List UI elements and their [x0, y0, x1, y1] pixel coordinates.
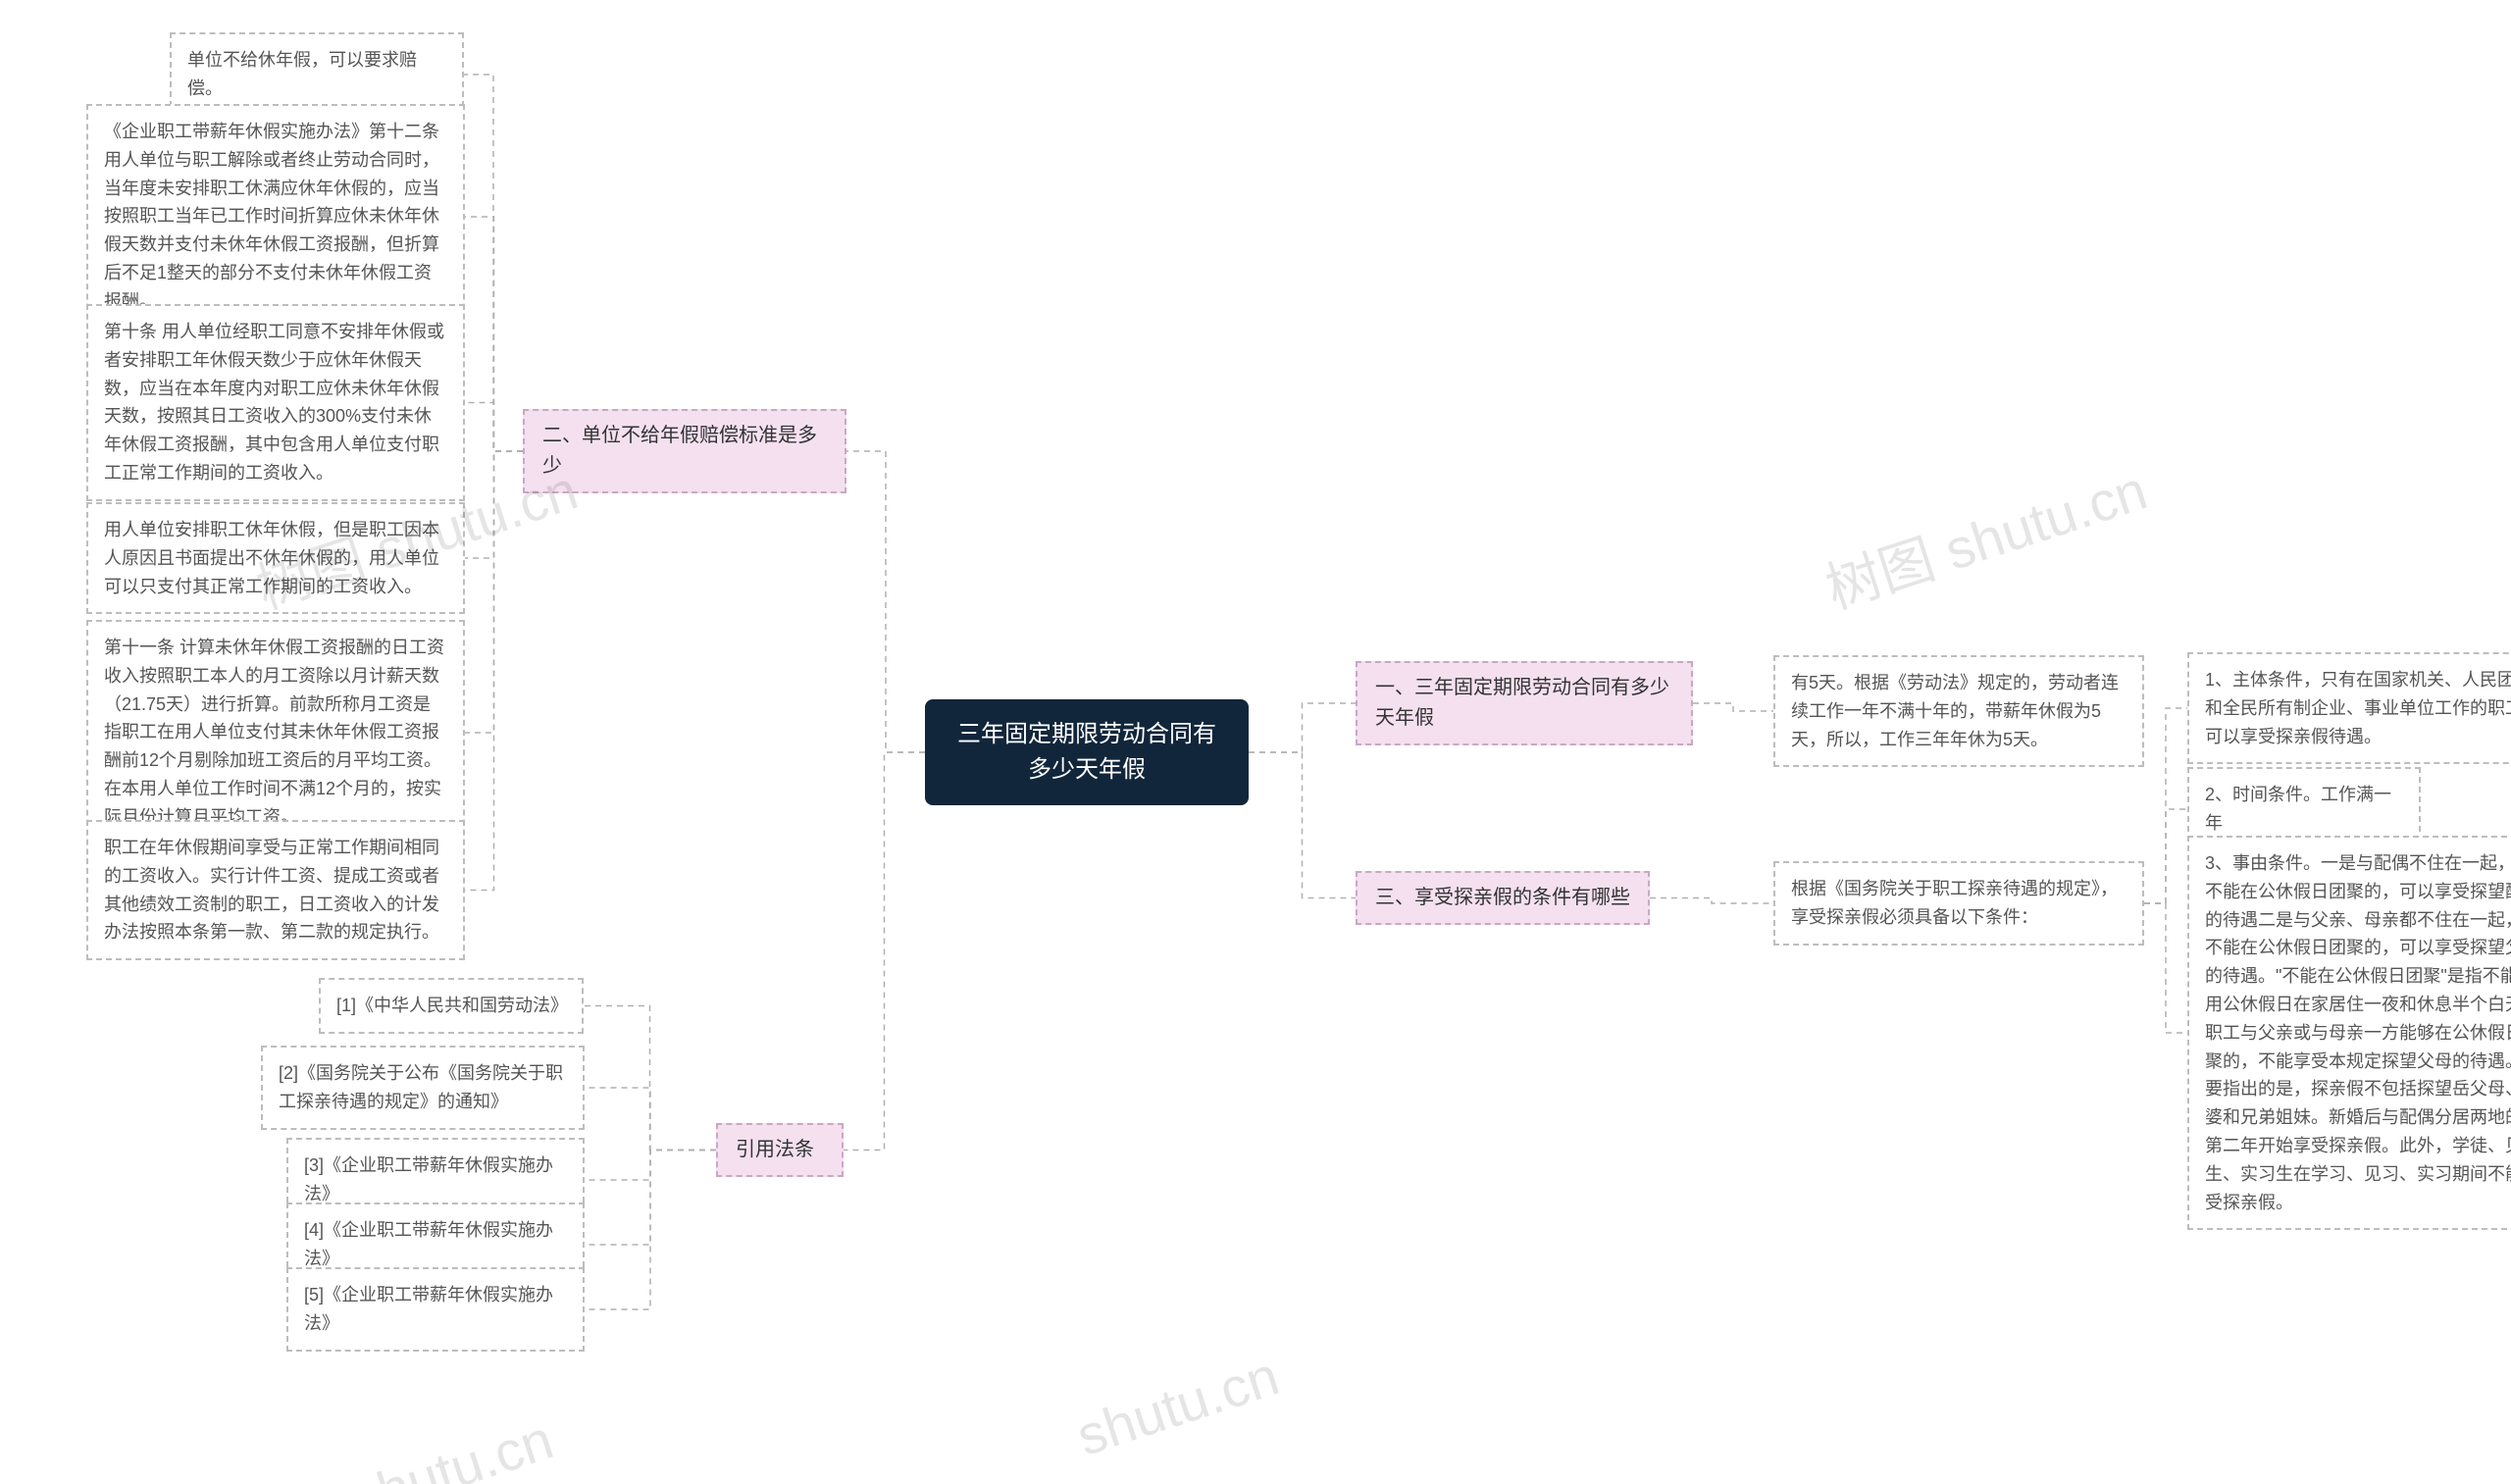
leaf-b3-intro: 根据《国务院关于职工探亲待遇的规定》，享受探亲假必须具备以下条件：: [1773, 861, 2144, 946]
leaf-b2-6: 职工在年休假期间享受与正常工作期间相同的工资收入。实行计件工资、提成工资或者其他…: [86, 820, 465, 960]
watermark: 树图 shutu.cn: [1815, 446, 2156, 625]
leaf-b2-2: 《企业职工带薪年休假实施办法》第十二条 用人单位与职工解除或者终止劳动合同时，当…: [86, 104, 465, 330]
branch-4-references: 引用法条: [716, 1123, 844, 1177]
leaf-b1-1: 有5天。根据《劳动法》规定的，劳动者连续工作一年不满十年的，带薪年休假为5天，所…: [1773, 655, 2144, 767]
leaf-ref-2: [2]《国务院关于公布《国务院关于职工探亲待遇的规定》的通知》: [261, 1046, 585, 1130]
leaf-b2-4: 用人单位安排职工休年休假，但是职工因本人原因且书面提出不休年休假的，用人单位可以…: [86, 502, 465, 614]
root-node: 三年固定期限劳动合同有多少天年假: [925, 699, 1249, 805]
branch-1: 一、三年固定期限劳动合同有多少天年假: [1356, 661, 1693, 745]
leaf-b3-1: 1、主体条件，只有在国家机关、人民团体和全民所有制企业、事业单位工作的职工才可以…: [2187, 652, 2511, 764]
watermark: shutu.cn: [343, 1407, 560, 1484]
leaf-ref-1: [1]《中华人民共和国劳动法》: [319, 978, 584, 1034]
branch-2: 二、单位不给年假赔偿标准是多少: [523, 409, 846, 493]
branch-3: 三、享受探亲假的条件有哪些: [1356, 871, 1650, 925]
watermark: shutu.cn: [1069, 1344, 1286, 1468]
leaf-b2-3: 第十条 用人单位经职工同意不安排年休假或者安排职工年休假天数少于应休年休假天数，…: [86, 304, 465, 501]
leaf-b2-5: 第十一条 计算未休年休假工资报酬的日工资收入按照职工本人的月工资除以月计薪天数（…: [86, 620, 465, 845]
leaf-b3-3: 3、事由条件。一是与配偶不住在一起，又不能在公休假日团聚的，可以享受探望配偶的待…: [2187, 836, 2511, 1230]
leaf-ref-5: [5]《企业职工带薪年休假实施办法》: [286, 1267, 585, 1352]
